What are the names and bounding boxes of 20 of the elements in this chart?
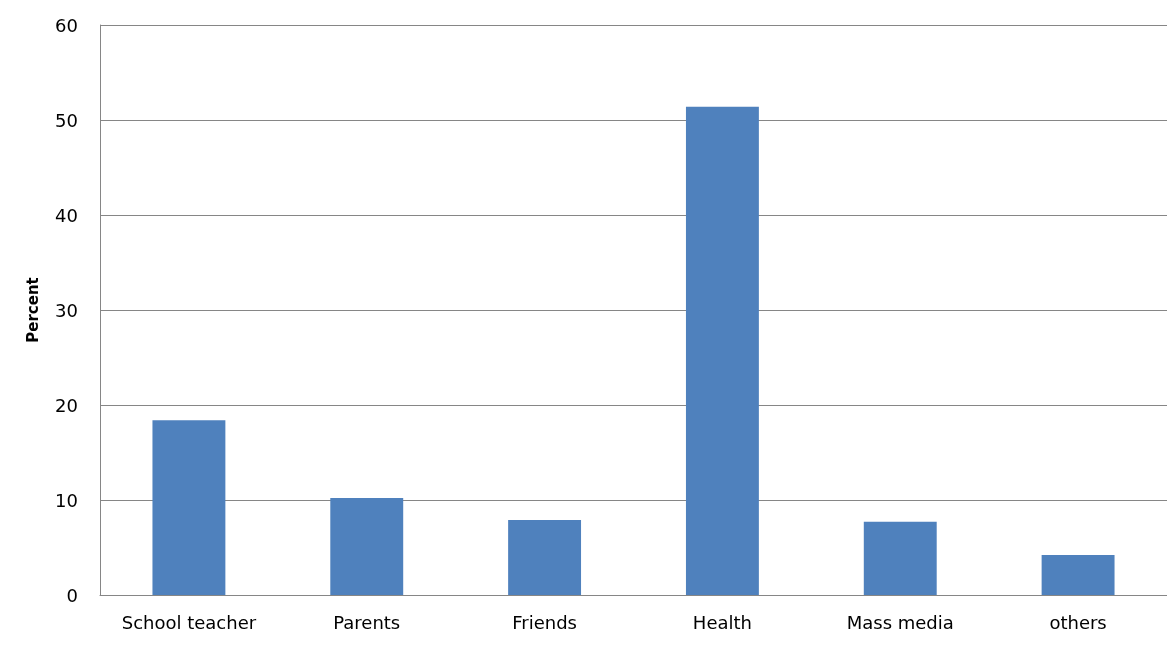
x-tick-label: School teacher	[121, 611, 257, 633]
bar	[152, 420, 226, 595]
y-tick-label: 20	[55, 394, 78, 416]
x-tick-label: others	[1049, 611, 1107, 633]
y-tick-label: 10	[55, 489, 78, 511]
x-tick-label: Parents	[333, 611, 401, 633]
bar	[330, 498, 404, 595]
bar	[685, 106, 759, 595]
bar	[1041, 555, 1115, 595]
y-axis-title: Percent	[23, 277, 42, 343]
y-tick-label: 60	[55, 14, 78, 36]
y-tick-label: 0	[66, 584, 78, 606]
y-tick-label: 30	[55, 299, 78, 321]
x-tick-label: Friends	[512, 611, 577, 633]
x-tick-label: Health	[692, 611, 752, 633]
bar	[508, 519, 582, 595]
x-tick-label: Mass media	[846, 611, 954, 633]
bar	[863, 521, 937, 595]
y-tick-label: 40	[55, 204, 78, 226]
y-tick-label: 50	[55, 109, 78, 131]
